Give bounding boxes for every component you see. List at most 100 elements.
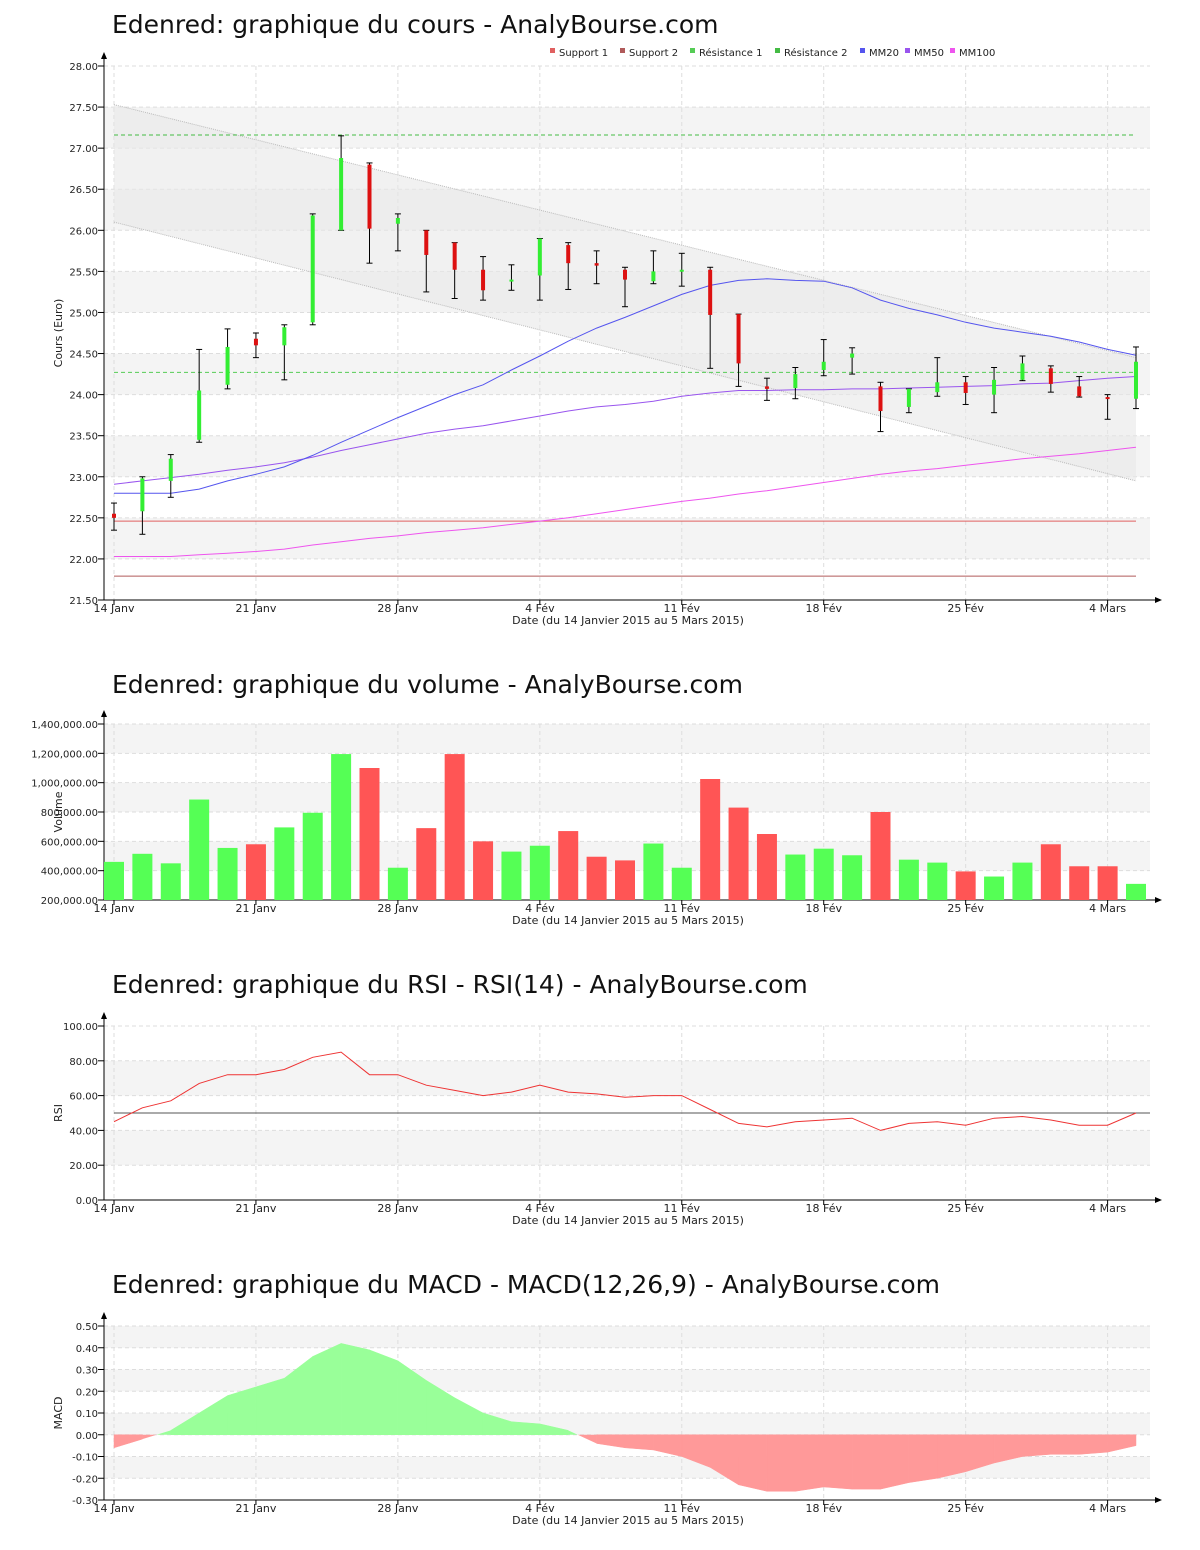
macd-area [1050,1434,1080,1455]
volume-xtick-label: 11 Fév [664,902,701,915]
price-ytick-label: 28.00 [69,62,98,73]
price-band [104,435,1150,477]
volume-panel: Edenred: graphique du volume - AnalyBour… [0,640,1200,940]
volume-ytick-label: 200,000.00 [41,896,98,907]
price-legend-swatch [775,48,780,53]
price-xtick-label: 25 Fév [947,602,984,615]
macd-xtick-label: 28 Janv [377,1502,418,1515]
macd-area [823,1434,853,1490]
candle-body [253,338,258,346]
candle-body [452,242,457,270]
volume-bar [274,827,295,900]
macd-area [1022,1434,1052,1457]
price-legend-swatch [905,48,910,53]
volume-xtick-label: 14 Janv [94,902,135,915]
rsi-band [104,1130,1150,1166]
volume-xtick-label: 28 Janv [377,902,418,915]
rsi-y-axis-label: RSI [52,1104,65,1122]
volume-bar [586,856,607,900]
rsi-xtick-label: 21 Janv [235,1202,276,1215]
volume-bar [1097,866,1118,900]
volume-xtick-label: 4 Fév [525,902,555,915]
macd-xtick-label: 4 Mars [1089,1502,1126,1515]
volume-chart-title: Edenred: graphique du volume - AnalyBour… [112,670,743,699]
macd-area [113,1434,143,1449]
candle-body [282,327,287,346]
price-legend-item: Résistance 2 [784,47,847,59]
price-xtick-label: 18 Fév [805,602,842,615]
price-xtick-label: 14 Janv [94,602,135,615]
macd-area [511,1421,541,1435]
volume-bar [671,867,692,900]
candle-body [935,382,940,393]
price-xtick-label: 4 Fév [525,602,555,615]
price-ytick-label: 24.00 [69,391,98,402]
volume-bar [1126,883,1146,900]
macd-ytick-label: 0.30 [76,1366,98,1377]
volume-xtick-label: 21 Janv [235,902,276,915]
macd-area [1107,1434,1137,1453]
price-legend-swatch [860,48,865,53]
macd-x-arrow [1155,1497,1162,1503]
rsi-y-arrow [101,1012,107,1019]
price-xtick-label: 28 Janv [377,602,418,615]
price-ytick-label: 22.50 [69,514,98,525]
rsi-x-axis-label: Date (du 14 Janvier 2015 au 5 Mars 2015) [512,1214,744,1227]
volume-bar [189,799,210,900]
candle-body [367,164,372,229]
macd-area [284,1355,313,1435]
candle-body [1077,386,1082,397]
volume-ytick-label: 400,000.00 [41,867,98,878]
macd-area [255,1377,285,1435]
candle-body [679,269,684,272]
price-ytick-label: 25.50 [69,267,98,278]
price-legend-item: MM100 [959,48,995,59]
price-channel-lower [113,221,1137,482]
macd-xtick-label: 4 Fév [525,1502,555,1515]
rsi-xtick-label: 11 Fév [664,1202,701,1215]
price-ytick-label: 24.50 [69,350,98,361]
candle-body [424,230,429,255]
candle-body [537,238,542,276]
rsi-xtick-label: 4 Mars [1089,1202,1126,1215]
volume-ytick-label: 1,000,000.00 [31,779,98,790]
price-ytick-label: 26.00 [69,226,98,237]
macd-area [577,1434,597,1444]
rsi-x-arrow [1155,1197,1162,1203]
candle-body [140,478,145,512]
candle-body [623,269,627,280]
macd-ytick-label: -0.20 [72,1474,98,1485]
volume-x-arrow [1155,897,1162,903]
macd-y-arrow [101,1312,107,1319]
candle-body [651,271,656,282]
price-band [104,517,1150,559]
macd-area [653,1434,683,1457]
rsi-xtick-label: 18 Fév [805,1202,842,1215]
rsi-ytick-label: 60.00 [69,1092,98,1103]
volume-band [104,782,1150,812]
volume-bar [643,843,664,900]
volume-bar [984,876,1005,900]
price-x-axis-label: Date (du 14 Janvier 2015 au 5 Mars 2015) [512,614,744,627]
candle-body [793,374,798,389]
macd-area [312,1343,342,1435]
candle-body [1105,397,1110,400]
rsi-xtick-label: 28 Janv [377,1202,418,1215]
macd-area [937,1434,966,1479]
macd-ytick-label: 0.10 [76,1409,98,1420]
volume-bar [927,862,948,900]
rsi-ytick-label: 20.00 [69,1161,98,1172]
rsi-xtick-label: 14 Janv [94,1202,135,1215]
volume-bar [302,812,323,900]
price-ytick-label: 27.50 [69,103,98,114]
candle-body [197,390,202,440]
volume-y-axis-label: Volume [52,791,65,832]
macd-chart: -0.30 -0.20 -0.10 0.00 0.10 0.20 0.30 0.40 0.50 1… [52,1312,1162,1527]
candle-body [594,263,599,266]
volume-ytick-label: 1,200,000.00 [31,749,98,760]
price-xtick-label: 21 Janv [235,602,276,615]
price-chart-title: Edenred: graphique du cours - AnalyBours… [112,10,719,39]
price-chart: 21.50 22.00 22.50 23.00 23.50 24.00 24.50 25.00… [52,47,1162,627]
macd-area [738,1434,768,1492]
volume-bar [104,861,124,900]
